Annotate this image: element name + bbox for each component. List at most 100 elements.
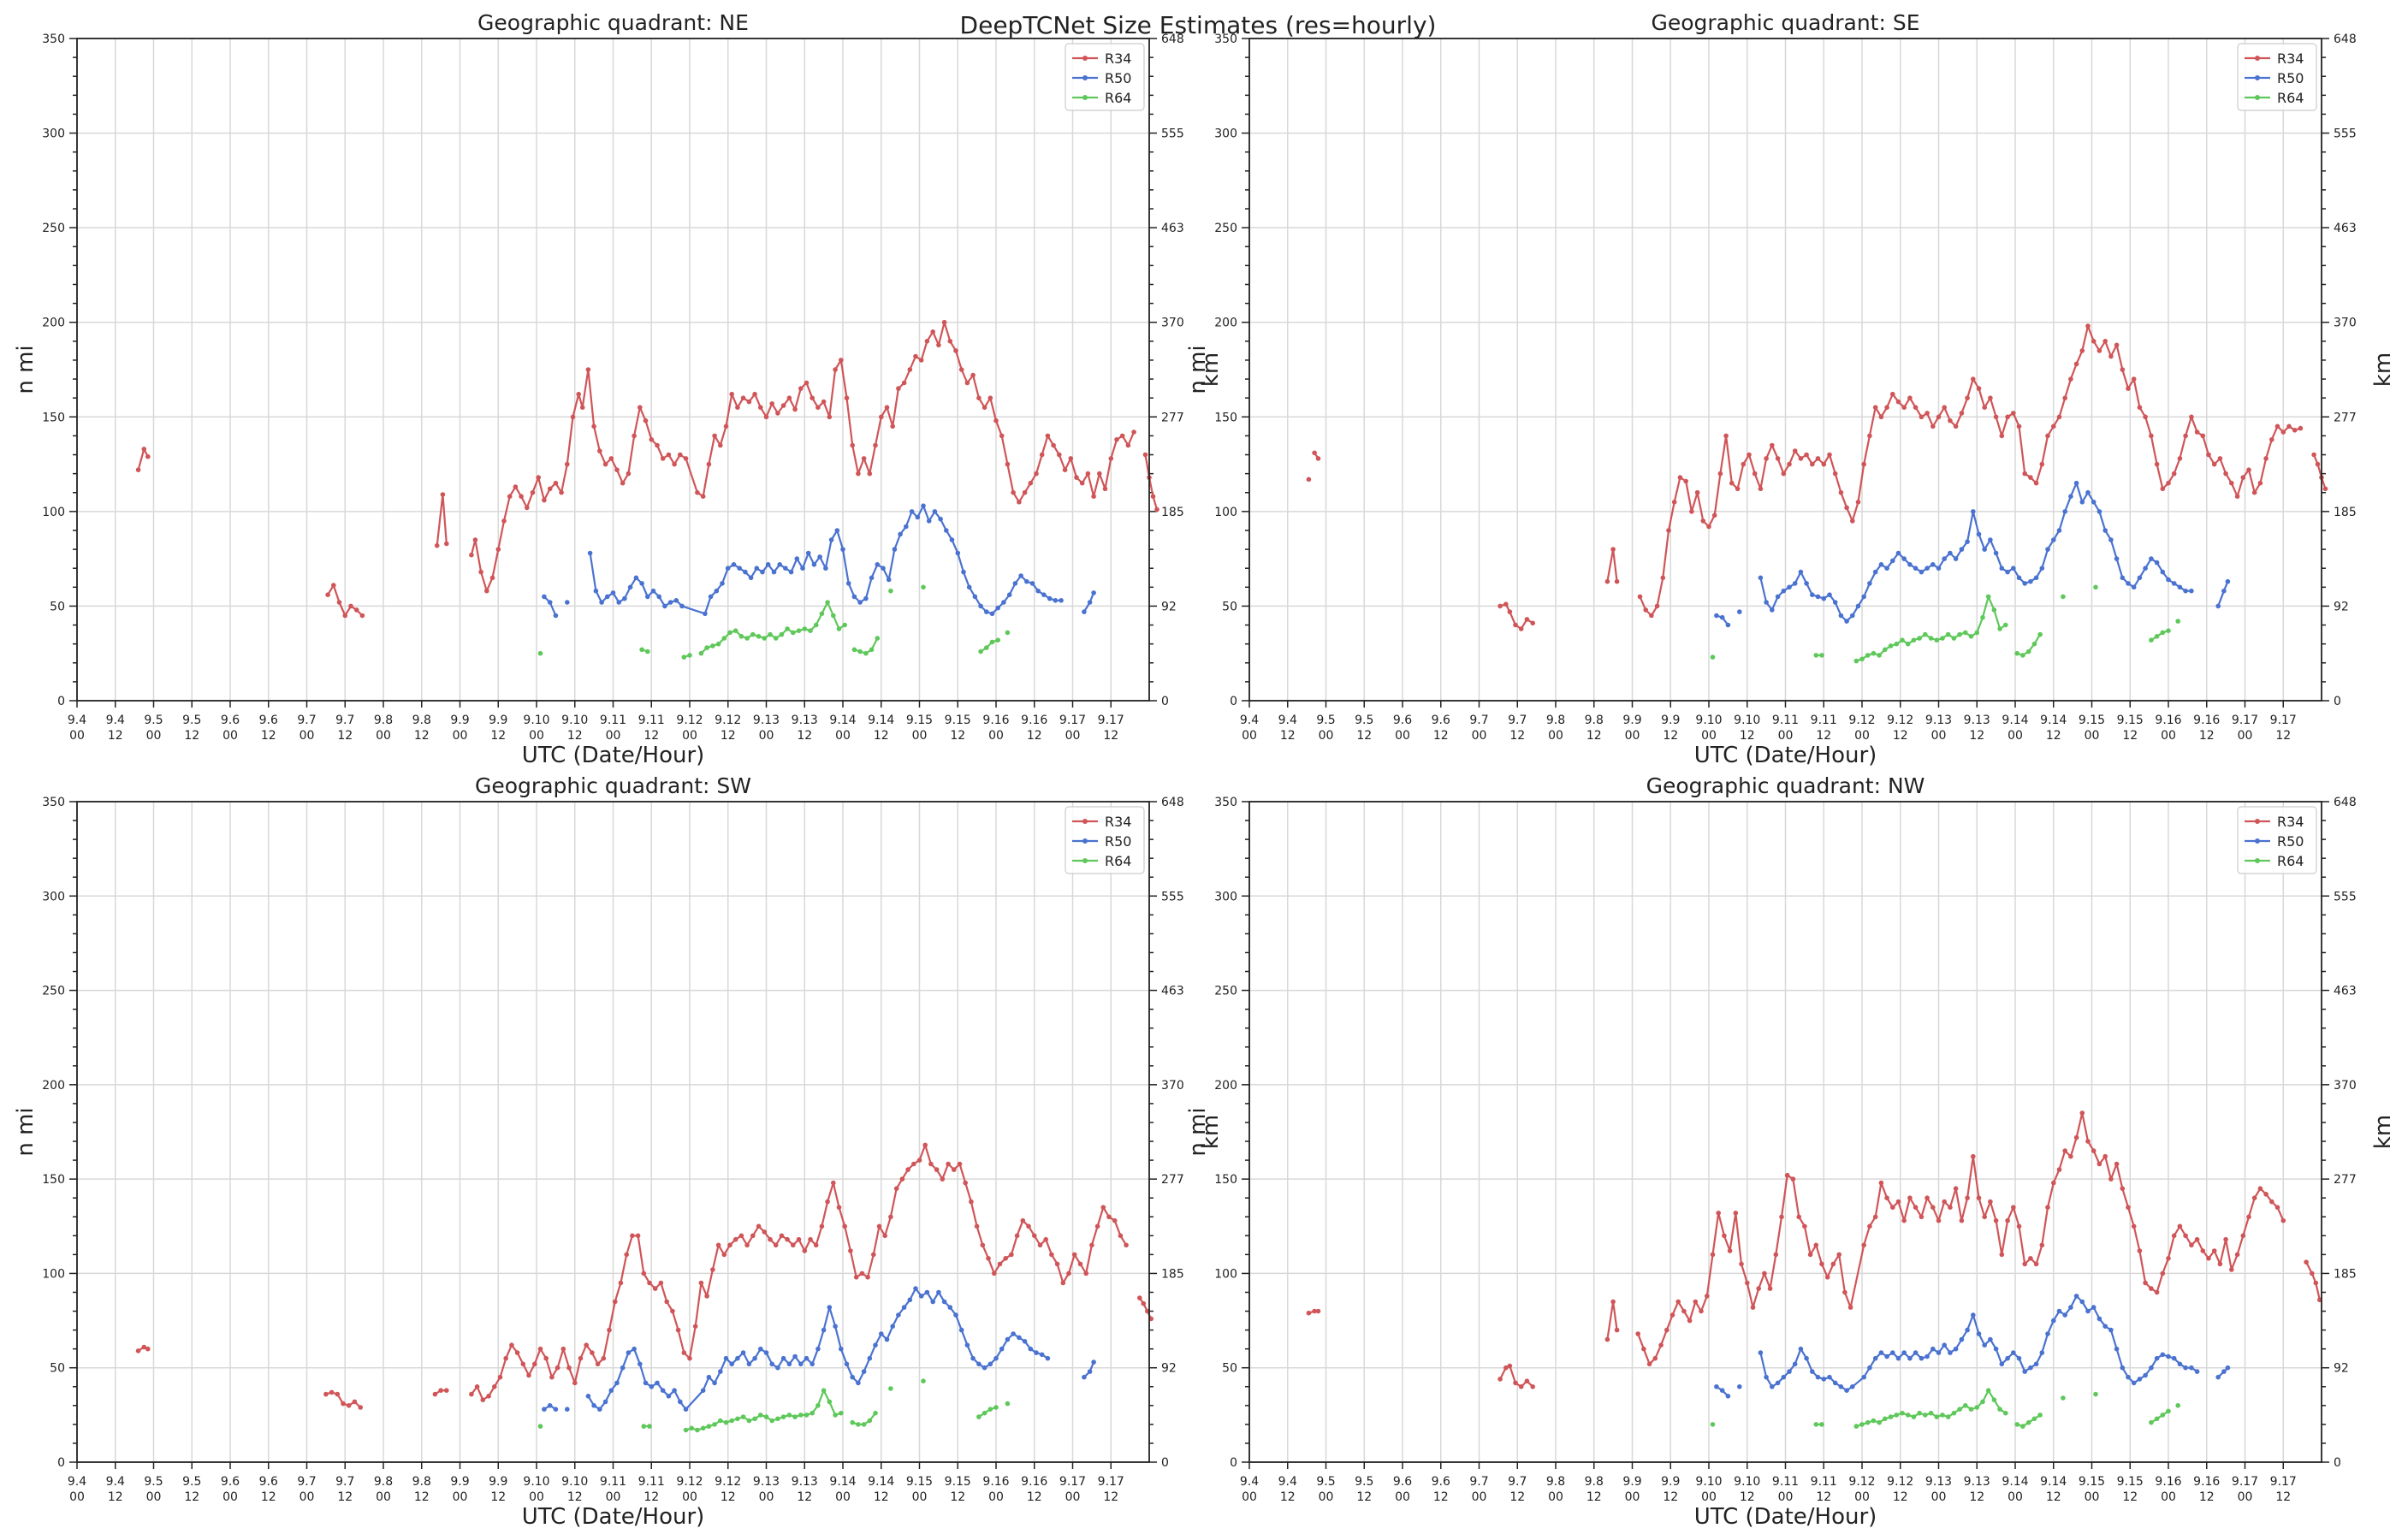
series-r50 xyxy=(542,503,1096,619)
y-tick-label: 100 xyxy=(42,506,65,519)
data-point-r34 xyxy=(893,1186,899,1191)
data-point-r50 xyxy=(987,1361,993,1367)
data-point-r34 xyxy=(1112,1217,1118,1223)
data-point-r34 xyxy=(1507,609,1513,614)
data-point-r50 xyxy=(656,594,661,600)
data-point-r64 xyxy=(1911,1414,1917,1419)
data-point-r34 xyxy=(946,1161,951,1167)
x-tick-label-date: 9.8 xyxy=(1585,714,1604,727)
data-point-r34 xyxy=(1045,433,1051,439)
data-point-r34 xyxy=(1518,626,1524,631)
data-point-r50 xyxy=(2154,1355,2160,1361)
data-point-r34 xyxy=(2217,456,2223,461)
data-point-r50 xyxy=(2096,509,2102,514)
data-point-r34 xyxy=(815,405,821,411)
data-point-r34 xyxy=(1503,1365,1509,1371)
x-tick-label-hour: 00 xyxy=(606,729,621,743)
x-tick-label-hour: 12 xyxy=(643,729,659,743)
data-point-r50 xyxy=(2005,1355,2010,1361)
data-point-r50 xyxy=(915,514,921,520)
data-point-r34 xyxy=(492,1384,497,1389)
data-point-r50 xyxy=(823,566,828,571)
y-right-axis-label: km xyxy=(1198,352,1224,387)
data-point-r64 xyxy=(1985,1388,1991,1393)
data-point-r50 xyxy=(1719,1388,1725,1393)
data-point-r34 xyxy=(888,1214,893,1220)
x-tick-label-hour: 12 xyxy=(2275,1490,2291,1504)
x-tick-label-date: 9.6 xyxy=(1432,1475,1450,1489)
x-tick-label-date: 9.9 xyxy=(1622,714,1641,727)
data-point-r64 xyxy=(1928,636,1934,641)
x-tick-label-hour: 00 xyxy=(2238,1490,2253,1504)
data-point-r34 xyxy=(1988,1199,1993,1205)
data-point-r34 xyxy=(578,1355,584,1361)
legend-label: R64 xyxy=(1105,853,1131,869)
data-point-r34 xyxy=(2229,1267,2234,1272)
data-point-r50 xyxy=(1775,1380,1781,1386)
data-point-r64 xyxy=(831,613,836,619)
data-point-r34 xyxy=(2257,1186,2263,1191)
data-point-r34 xyxy=(695,489,700,495)
data-point-r50 xyxy=(1925,1353,1930,1359)
data-point-r34 xyxy=(1043,1236,1048,1242)
x-tick-label-hour: 00 xyxy=(222,729,238,743)
data-point-r50 xyxy=(1872,569,1878,575)
x-tick-label-date: 9.4 xyxy=(68,1475,86,1489)
data-point-r34 xyxy=(2322,486,2328,492)
data-point-r64 xyxy=(1940,1413,1945,1418)
data-point-r34 xyxy=(1503,601,1509,607)
x-tick-label-date: 9.7 xyxy=(297,1475,316,1489)
data-point-r50 xyxy=(1838,613,1844,619)
data-point-r34 xyxy=(1993,1217,1999,1223)
y-right-tick-label: 185 xyxy=(2334,506,2357,519)
x-tick-label-date: 9.11 xyxy=(1772,714,1799,727)
data-point-r34 xyxy=(704,1294,709,1299)
data-point-r34 xyxy=(848,1248,853,1253)
data-point-r34 xyxy=(1524,1378,1530,1383)
data-point-r64 xyxy=(821,1388,827,1393)
data-point-r34 xyxy=(744,1242,750,1248)
x-tick-label-hour: 00 xyxy=(2085,729,2100,743)
x-axis-label: UTC (Date/Hour) xyxy=(1694,1504,1877,1530)
data-point-r34 xyxy=(2051,424,2056,429)
y-tick-label: 300 xyxy=(42,890,65,903)
data-point-r50 xyxy=(1895,550,1901,556)
data-point-r64 xyxy=(641,1424,647,1429)
data-point-r34 xyxy=(1907,395,1913,401)
data-point-r34 xyxy=(2177,1223,2183,1229)
data-point-r34 xyxy=(1498,603,1503,609)
panel-title: Geographic quadrant: SW xyxy=(475,773,751,798)
x-tick-label-hour: 12 xyxy=(1663,729,1678,743)
x-tick-label-date: 9.17 xyxy=(1059,1475,1086,1489)
x-tick-label-date: 9.5 xyxy=(1355,714,1373,727)
x-tick-label-hour: 00 xyxy=(2085,1490,2100,1504)
data-point-r34 xyxy=(2096,1161,2102,1167)
data-point-r34 xyxy=(1792,448,1798,453)
data-point-r34 xyxy=(342,613,348,619)
data-point-r50 xyxy=(748,575,754,581)
data-point-r50 xyxy=(655,1380,660,1386)
x-tick-label-hour: 12 xyxy=(337,1490,353,1504)
data-point-r50 xyxy=(777,562,782,567)
series-line-r34 xyxy=(1637,1111,2285,1365)
data-point-r50 xyxy=(2068,494,2073,499)
data-point-r64 xyxy=(1980,614,1985,620)
data-point-r64 xyxy=(815,1403,821,1408)
series-line-r34 xyxy=(2313,454,2327,489)
data-point-r34 xyxy=(1976,386,1982,391)
x-tick-label-hour: 12 xyxy=(2199,729,2215,743)
x-tick-label-date: 9.11 xyxy=(1772,1475,1799,1489)
data-point-r34 xyxy=(836,1205,842,1210)
data-point-r34 xyxy=(735,405,740,411)
data-point-r34 xyxy=(1051,442,1056,448)
data-point-r64 xyxy=(819,611,825,617)
data-point-r34 xyxy=(2039,1242,2045,1248)
data-point-r64 xyxy=(976,1414,982,1419)
data-point-r50 xyxy=(909,509,915,514)
data-point-r64 xyxy=(833,1413,838,1418)
x-tick-label-date: 9.16 xyxy=(2155,714,2181,727)
x-tick-label-hour: 00 xyxy=(1472,729,1487,743)
y-right-tick-label: 463 xyxy=(1161,985,1184,998)
series-line-r34 xyxy=(2305,1261,2321,1300)
data-point-r50 xyxy=(2005,569,2010,575)
